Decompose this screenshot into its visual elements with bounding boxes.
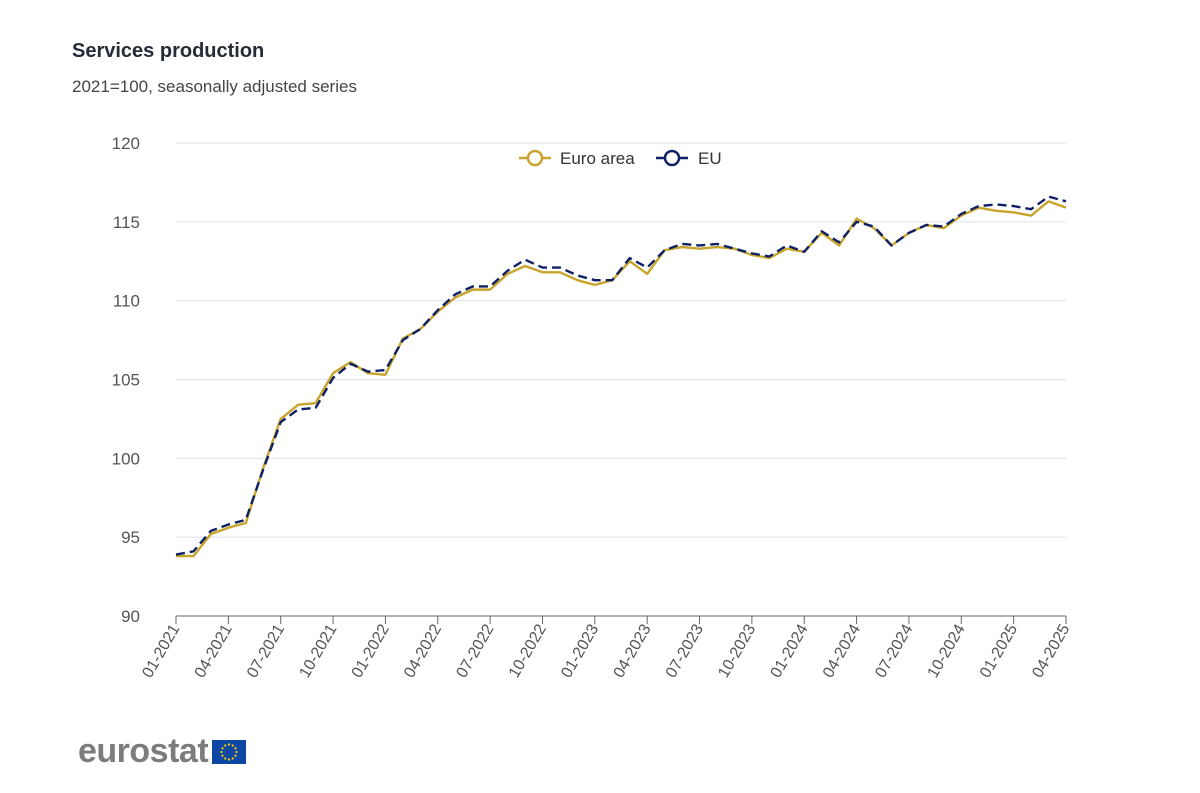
y-tick-label: 105 bbox=[112, 371, 140, 390]
x-tick-label: 04-2022 bbox=[401, 621, 445, 680]
series-line-eu bbox=[175, 195, 1067, 556]
flag-star bbox=[221, 754, 224, 757]
x-tick-label: 07-2021 bbox=[244, 621, 288, 680]
x-tick-label: 07-2024 bbox=[872, 621, 916, 680]
x-tick-label: 10-2021 bbox=[296, 621, 340, 680]
flag-star bbox=[220, 750, 223, 753]
flag-star bbox=[228, 757, 231, 761]
eurostat-logo: eurostat bbox=[78, 732, 247, 771]
x-tick-label: 01-2024 bbox=[768, 621, 812, 680]
eu-flag-icon bbox=[212, 739, 247, 764]
chart-subtitle: 2021=100, seasonally adjusted series bbox=[72, 77, 357, 96]
x-tick-label: 04-2025 bbox=[1029, 621, 1073, 680]
flag-star bbox=[224, 756, 227, 760]
x-tick-label: 01-2021 bbox=[139, 621, 183, 680]
flag-star bbox=[231, 743, 234, 747]
x-tick-label: 04-2023 bbox=[611, 621, 655, 680]
flag-star bbox=[228, 742, 231, 746]
series-line-euro-area bbox=[176, 200, 1067, 558]
legend-label-euro-area: Euro area bbox=[560, 149, 635, 168]
flag-star bbox=[224, 743, 227, 747]
flag-star bbox=[235, 750, 238, 753]
flag-star bbox=[221, 746, 224, 749]
x-tick-label: 10-2024 bbox=[925, 621, 969, 680]
x-tick-label: 10-2022 bbox=[506, 621, 550, 680]
y-tick-label: 115 bbox=[113, 213, 140, 232]
flag-star bbox=[234, 746, 237, 749]
y-tick-label: 110 bbox=[113, 292, 140, 311]
legend-label-eu: EU bbox=[698, 149, 722, 168]
legend-marker-euro-area bbox=[526, 149, 544, 167]
y-tick-label: 95 bbox=[121, 528, 140, 547]
x-tick-label: 01-2025 bbox=[977, 621, 1021, 680]
y-tick-label: 120 bbox=[112, 134, 140, 153]
flag-star bbox=[234, 754, 237, 757]
y-tick-label: 100 bbox=[112, 449, 140, 468]
x-tick-label: 07-2023 bbox=[663, 621, 707, 680]
eurostat-logo-text: eurostat bbox=[78, 732, 209, 770]
x-tick-label: 10-2023 bbox=[715, 621, 759, 680]
x-tick-label: 07-2022 bbox=[453, 621, 497, 680]
legend-marker-eu bbox=[663, 149, 681, 167]
flag-star bbox=[231, 756, 234, 760]
chart-title: Services production bbox=[72, 40, 265, 62]
x-tick-label: 01-2023 bbox=[558, 621, 602, 680]
x-tick-label: 04-2021 bbox=[192, 621, 236, 680]
x-tick-label: 01-2022 bbox=[349, 621, 393, 680]
y-tick-label: 90 bbox=[121, 607, 140, 626]
x-tick-label: 04-2024 bbox=[820, 621, 864, 680]
